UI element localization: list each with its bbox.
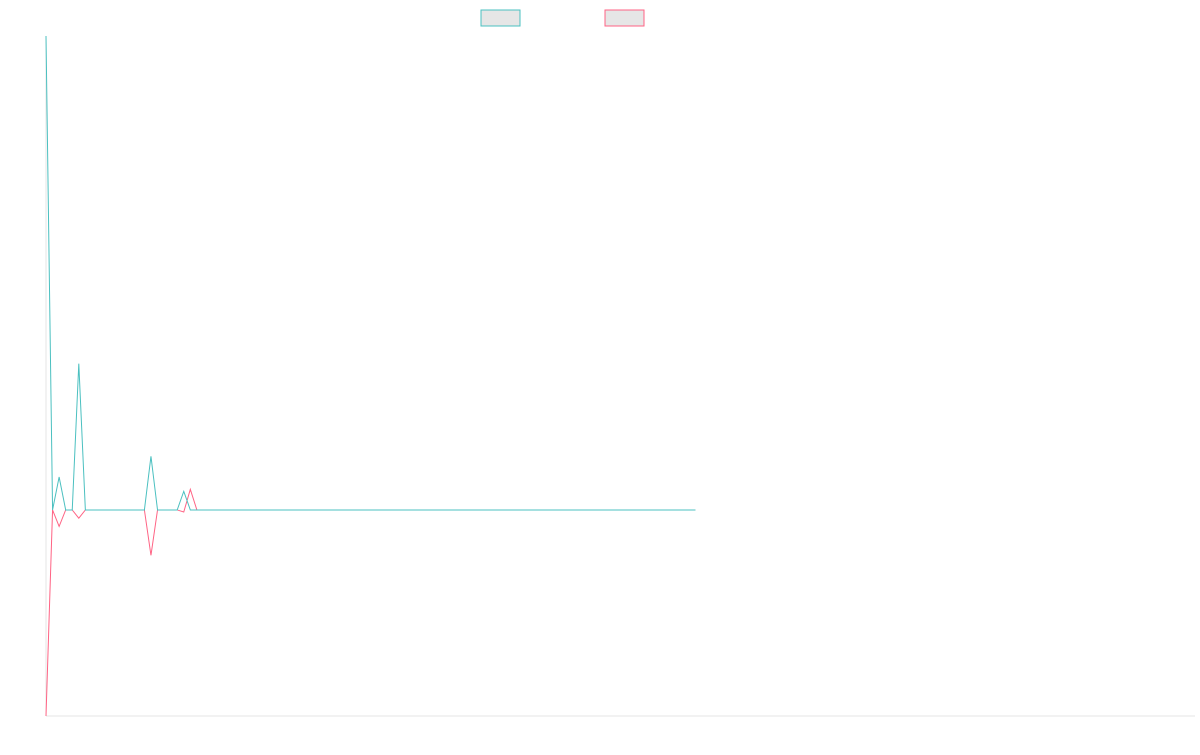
series-layer (45, 35, 696, 717)
legend-swatch-1[interactable] (480, 9, 521, 27)
legend[interactable] (480, 9, 645, 27)
series-line-1[interactable] (45, 35, 696, 511)
axes (45, 36, 1195, 717)
legend-swatch-2[interactable] (604, 9, 645, 27)
series-line-2[interactable] (45, 487, 696, 717)
